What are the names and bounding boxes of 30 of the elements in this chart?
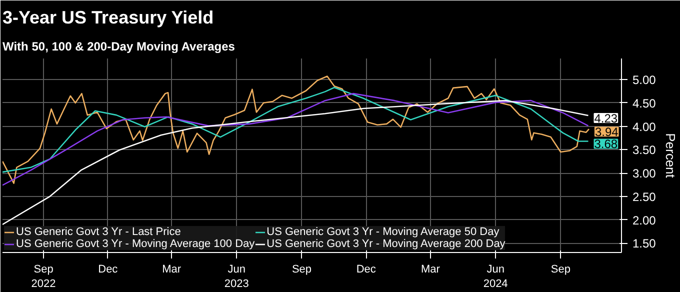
x-tick-label: Dec xyxy=(98,264,118,276)
data-label: 3.94 xyxy=(594,125,619,140)
y2-tick-label: 5.00 xyxy=(632,73,656,88)
y2-tick-label: 4.00 xyxy=(632,120,656,134)
y2-axis-title: Percent xyxy=(662,133,678,178)
x-tick-label: Sep xyxy=(292,264,312,276)
chart-subtitle: With 50, 100 & 200-Day Moving Averages xyxy=(2,40,236,54)
y2-tick-label: 3.00 xyxy=(632,166,656,181)
x-tick-label: Sep 2022 xyxy=(31,264,56,290)
x-tick-label: Dec xyxy=(356,264,376,276)
data-label: 3.68 xyxy=(594,137,618,152)
x-tick-label: Jun 2023 xyxy=(224,264,249,290)
chart-title: 3-Year US Treasury Yield xyxy=(2,8,214,28)
legend-label: US Generic Govt 3 Yr - Last Price xyxy=(16,226,181,238)
y2-tick-label: 1.50 xyxy=(632,236,656,251)
legend-label: US Generic Govt 3 Yr - Moving Average 50 Day xyxy=(266,226,500,238)
line-series xyxy=(2,86,589,173)
x-tick-label: Mar xyxy=(421,264,440,276)
line-series xyxy=(2,76,590,184)
y2-tick-label: 3.50 xyxy=(632,143,656,158)
line-series xyxy=(2,92,589,186)
y2-tick-label: 4.50 xyxy=(632,96,656,110)
y2-tick-label: 2.00 xyxy=(632,213,656,228)
x-tick-label: Jun 2024 xyxy=(483,264,508,290)
y2-tick-label: 2.50 xyxy=(632,190,656,204)
legend-label: US Generic Govt 3 Yr - Moving Average 200 Day xyxy=(266,238,506,250)
data-label: 4.23 xyxy=(594,112,618,126)
legend-label: US Generic Govt 3 Yr - Moving Average 100 Day xyxy=(16,238,255,250)
x-tick-label: Sep xyxy=(550,264,570,276)
x-tick-label: Mar xyxy=(162,264,182,276)
